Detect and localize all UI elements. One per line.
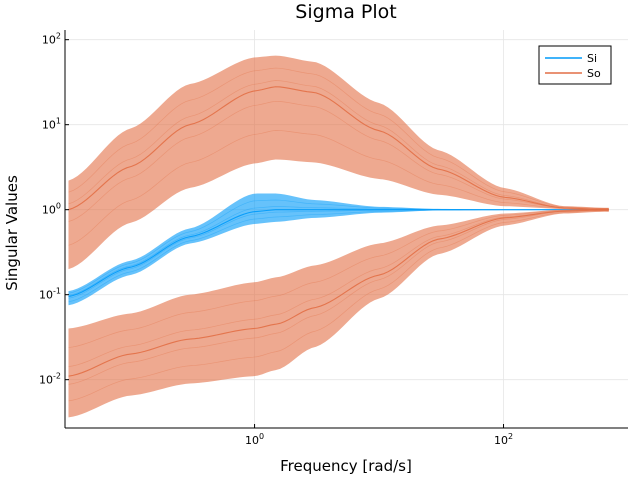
legend-box xyxy=(538,45,612,85)
series-so-center-line xyxy=(68,86,609,211)
series-so-trace xyxy=(68,67,609,209)
y-tick-label: 100 xyxy=(42,202,61,217)
series-so-trace xyxy=(68,208,609,348)
data-layer xyxy=(68,55,609,418)
x-axis-label: Frequency [rad/s] xyxy=(280,457,412,475)
axes-layer: 100 102 10-2 10-1 100 101 102 xyxy=(39,30,628,447)
series-so-trace xyxy=(68,210,609,402)
series-so-band-0 xyxy=(68,55,609,270)
series-so-band-1 xyxy=(68,207,609,418)
legend-label-so: So xyxy=(587,67,601,80)
series-so-trace xyxy=(68,208,609,367)
series-si-center-line xyxy=(68,209,609,298)
y-tick-label: 10-1 xyxy=(39,287,61,302)
y-tick-label: 102 xyxy=(42,32,61,47)
x-tick-label: 100 xyxy=(245,432,264,447)
series-so-center-line xyxy=(68,209,609,377)
series-so-trace xyxy=(68,209,609,385)
y-axis-label: Singular Values xyxy=(3,175,21,291)
series-si-band-0 xyxy=(68,193,609,306)
series-so-trace xyxy=(68,80,609,210)
legend-label-si: Si xyxy=(587,52,597,65)
y-tick-label: 10-2 xyxy=(39,372,61,387)
series-so-trace xyxy=(68,100,609,222)
legend: Si So xyxy=(538,45,612,85)
y-tick-label: 101 xyxy=(42,117,61,132)
chart-title: Sigma Plot xyxy=(295,1,396,23)
series-so-trace xyxy=(68,130,609,246)
x-tick-label: 102 xyxy=(494,432,513,447)
